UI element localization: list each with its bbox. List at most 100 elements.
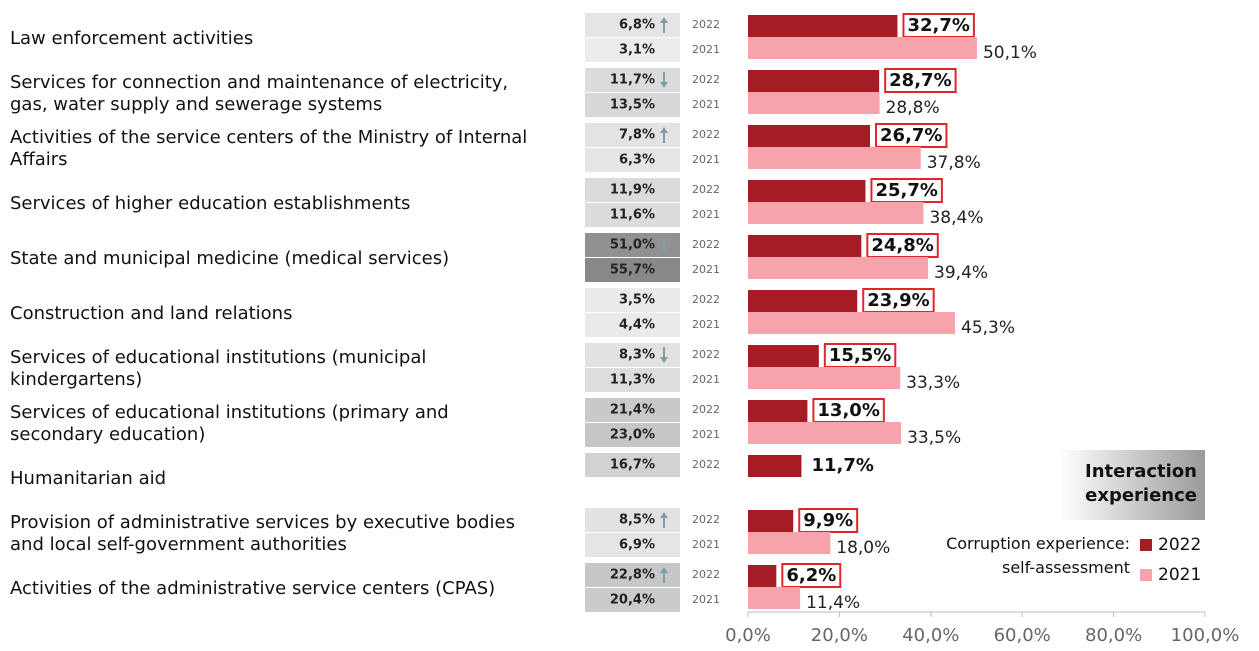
interaction-value: 21,4% <box>610 403 655 418</box>
interaction-cell <box>585 588 680 612</box>
value-label: 18,0% <box>836 538 890 558</box>
category-label: Construction and land relations <box>10 303 293 324</box>
bar <box>748 92 880 114</box>
bar <box>748 312 956 334</box>
bar <box>748 455 802 477</box>
category-label: Services of educational institutions (pr… <box>10 402 449 445</box>
highlight-box <box>884 68 957 93</box>
year-label: 2022 <box>692 403 720 416</box>
interaction-value: 11,3% <box>610 373 655 388</box>
legend-swatch <box>1140 569 1152 581</box>
interaction-cell <box>585 38 680 62</box>
value-label: 45,3% <box>961 318 1015 338</box>
interaction-value: 7,8% <box>619 128 655 143</box>
category-label: Activities of the administrative service… <box>10 578 496 599</box>
interaction-cell <box>585 178 680 202</box>
bar <box>748 510 794 532</box>
value-label: 24,8% <box>871 235 933 256</box>
bar <box>748 422 902 444</box>
interaction-value: 8,5% <box>619 513 655 528</box>
value-label: 25,7% <box>875 180 937 201</box>
value-label: 32,7% <box>907 15 969 36</box>
category-label: Services of higher education establishme… <box>10 193 411 214</box>
year-label: 2022 <box>692 348 720 361</box>
year-label: 2022 <box>692 128 720 141</box>
bar <box>748 257 929 279</box>
trend-arrow <box>660 237 668 253</box>
category-label: Services for connection and maintenance … <box>10 72 509 115</box>
value-label: 9,9% <box>803 510 853 531</box>
interaction-label: Interaction experience <box>1060 450 1205 520</box>
trend-arrow <box>660 127 668 143</box>
interaction-value: 22,8% <box>610 568 655 583</box>
value-label: 38,4% <box>929 208 983 228</box>
interaction-value: 6,9% <box>619 538 655 553</box>
interaction-value: 51,0% <box>610 238 655 253</box>
year-label: 2021 <box>692 593 720 606</box>
value-label: 33,5% <box>907 428 961 448</box>
bar <box>748 235 862 257</box>
interaction-value: 8,3% <box>619 348 655 363</box>
legend-label: 2021 <box>1158 565 1201 585</box>
value-label: 28,8% <box>886 98 940 118</box>
category-label: Provision of administrative services by … <box>10 512 516 555</box>
interaction-cell <box>585 423 680 447</box>
interaction-value: 13,5% <box>610 98 655 113</box>
category-label: State and municipal medicine (medical se… <box>10 248 450 269</box>
value-label: 6,2% <box>786 565 836 586</box>
value-label: 39,4% <box>934 263 988 283</box>
bar <box>748 70 880 92</box>
year-label: 2021 <box>692 318 720 331</box>
interaction-cell <box>585 288 680 312</box>
bar <box>748 587 801 609</box>
bar <box>748 565 777 587</box>
category-label: Services of educational institutions (mu… <box>10 347 427 390</box>
x-tick-label: 20,0% <box>811 625 868 646</box>
interaction-cell <box>585 453 680 477</box>
category-label: Law enforcement activities <box>10 28 254 49</box>
year-label: 2021 <box>692 538 720 551</box>
interaction-cell <box>585 148 680 172</box>
interaction-value: 4,4% <box>619 318 655 333</box>
interaction-value: 55,7% <box>610 263 655 278</box>
year-label: 2022 <box>692 293 720 306</box>
x-tick-label: 0,0% <box>725 625 771 646</box>
value-label: 50,1% <box>983 43 1037 63</box>
bar <box>748 202 924 224</box>
legend-label: 2022 <box>1158 535 1201 555</box>
interaction-cell <box>585 93 680 117</box>
year-label: 2021 <box>692 153 720 166</box>
interaction-value: 20,4% <box>610 593 655 608</box>
year-label: 2022 <box>692 513 720 526</box>
x-tick-label: 80,0% <box>1085 625 1142 646</box>
value-label: 26,7% <box>880 125 942 146</box>
interaction-value: 3,5% <box>619 293 655 308</box>
value-label: 33,3% <box>906 373 960 393</box>
value-label: 28,7% <box>889 70 951 91</box>
legend-title: Corruption experience: self-assessment <box>946 534 1130 577</box>
category-label: Activities of the service centers of the… <box>10 127 528 170</box>
highlight-box <box>781 563 842 588</box>
year-label: 2021 <box>692 263 720 276</box>
year-label: 2021 <box>692 43 720 56</box>
year-label: 2021 <box>692 373 720 386</box>
bar <box>748 15 898 37</box>
year-label: 2021 <box>692 98 720 111</box>
interaction-cell <box>585 398 680 422</box>
interaction-value: 11,9% <box>610 183 655 198</box>
interaction-value: 16,7% <box>610 458 655 473</box>
year-label: 2022 <box>692 18 720 31</box>
trend-arrow <box>660 72 668 88</box>
value-label: 13,0% <box>817 400 879 421</box>
interaction-cell <box>585 368 680 392</box>
x-tick-label: 60,0% <box>994 625 1051 646</box>
bar <box>748 367 901 389</box>
bar <box>748 400 808 422</box>
bar <box>748 290 858 312</box>
trend-arrow <box>660 17 668 33</box>
bar <box>748 180 866 202</box>
year-label: 2022 <box>692 183 720 196</box>
bar <box>748 147 921 169</box>
interaction-value: 6,8% <box>619 18 655 33</box>
